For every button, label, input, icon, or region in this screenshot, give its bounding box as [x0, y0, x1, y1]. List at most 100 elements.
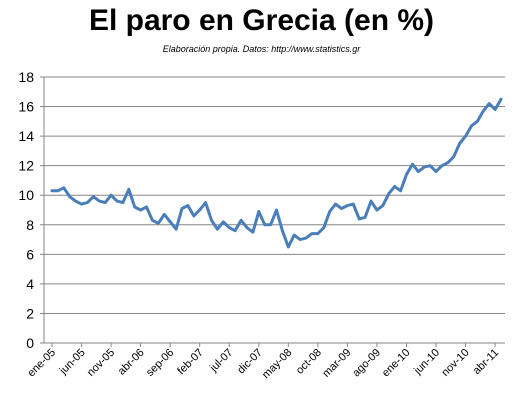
data-point — [452, 155, 455, 158]
data-point — [499, 97, 503, 101]
data-point — [422, 165, 426, 169]
data-point — [115, 199, 119, 203]
data-point — [363, 216, 367, 219]
y-tick-label: 12 — [18, 158, 34, 174]
data-point — [151, 219, 154, 222]
data-point — [358, 217, 361, 221]
data-point — [62, 186, 66, 190]
data-point — [440, 164, 444, 167]
data-point — [417, 170, 420, 173]
data-point — [145, 205, 148, 209]
y-tick-label: 18 — [18, 69, 34, 85]
x-tick-label: abr-11 — [471, 347, 501, 377]
x-tick-label: may-08 — [260, 347, 294, 381]
data-point — [487, 102, 491, 105]
x-tick-label: oct-08 — [294, 347, 324, 377]
data-point — [263, 223, 266, 226]
y-tick-label: 14 — [18, 128, 34, 144]
data-point — [198, 208, 201, 212]
data-point — [470, 124, 473, 127]
data-point — [192, 214, 195, 218]
data-point — [257, 210, 260, 213]
y-tick-label: 0 — [26, 335, 34, 351]
data-point — [458, 142, 461, 145]
data-point — [168, 220, 172, 224]
data-point — [109, 194, 113, 197]
x-tick-label: sep-06 — [144, 347, 176, 379]
x-tick-label: nov-10 — [439, 347, 471, 379]
x-tick-label: jul-07 — [207, 347, 235, 375]
data-point — [464, 134, 467, 138]
x-tick-label: abr-06 — [116, 347, 147, 378]
data-point — [310, 232, 314, 235]
data-point — [186, 204, 190, 207]
data-point — [340, 207, 343, 210]
data-point — [163, 213, 166, 216]
data-point — [50, 189, 54, 192]
data-point — [56, 189, 60, 192]
data-point — [228, 226, 231, 229]
series-unemployment — [50, 97, 503, 249]
data-point — [239, 219, 243, 222]
data-point — [393, 185, 396, 188]
data-point — [322, 226, 325, 229]
y-axis: 0 2 4 6 8 10 12 14 16 18 — [18, 69, 45, 351]
y-tick-label: 4 — [26, 276, 34, 292]
y-tick-label: 6 — [26, 246, 34, 262]
data-point — [334, 202, 337, 206]
data-point — [298, 238, 302, 241]
data-point — [275, 208, 278, 212]
data-point — [92, 195, 95, 198]
data-point — [304, 236, 308, 240]
data-point — [281, 229, 284, 232]
data-point — [127, 188, 131, 191]
data-point — [399, 189, 402, 192]
data-point — [180, 207, 184, 210]
data-point — [352, 202, 355, 206]
y-tick-label: 16 — [18, 99, 34, 115]
data-point — [287, 245, 290, 249]
y-tick-label: 2 — [26, 305, 34, 321]
data-point — [245, 226, 249, 229]
x-tick-label: ago-09 — [350, 347, 383, 380]
data-point — [98, 199, 101, 203]
y-tick-label: 10 — [18, 187, 34, 203]
data-point — [222, 220, 225, 224]
x-tick-label: ene-10 — [380, 347, 413, 380]
data-point — [482, 109, 485, 113]
y-tick-label: 8 — [26, 217, 34, 233]
data-point — [269, 223, 272, 226]
data-point — [316, 232, 320, 235]
data-point — [293, 233, 296, 237]
x-tick-label: nov-05 — [85, 347, 117, 379]
data-point — [216, 228, 219, 231]
data-point — [139, 208, 142, 212]
data-point — [68, 195, 71, 198]
data-point — [346, 204, 349, 207]
data-point — [233, 229, 237, 232]
data-point — [103, 201, 107, 204]
data-point — [86, 201, 89, 204]
gridlines — [44, 76, 505, 344]
x-tick-label: mar-09 — [320, 347, 353, 380]
data-point — [387, 192, 390, 195]
x-tick-label: ene-05 — [25, 347, 58, 380]
chart-title: El paro en Grecia (en %) — [88, 4, 435, 37]
data-point — [375, 208, 379, 212]
data-point — [133, 205, 136, 209]
data-point — [80, 202, 83, 206]
x-tick-label: feb-07 — [175, 347, 206, 378]
data-point — [328, 210, 331, 213]
data-point — [428, 164, 432, 167]
data-point — [476, 120, 479, 123]
data-point — [381, 204, 385, 207]
x-tick-label: jun-05 — [57, 347, 88, 378]
data-point — [446, 161, 450, 164]
data-point — [157, 222, 160, 225]
data-point — [204, 201, 207, 204]
data-point — [121, 201, 125, 204]
data-point — [493, 108, 497, 111]
data-point — [210, 219, 213, 222]
